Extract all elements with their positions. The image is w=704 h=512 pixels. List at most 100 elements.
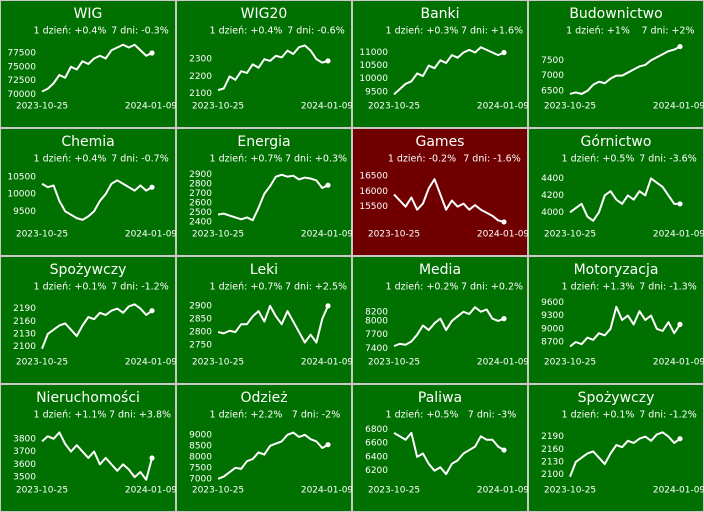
y-tick-label: 4400 — [541, 174, 564, 184]
day-change: 1 dzień: +2.2% — [210, 410, 283, 421]
chart-title: Banki — [420, 6, 459, 22]
chart-tile: WIG20 1 dzień: +0.4% 7 dni: -0.6% 2100 2200 2… — [176, 0, 353, 128]
price-line — [393, 178, 505, 223]
x-tick-label: 2023-10-25 — [544, 230, 596, 240]
price-line — [569, 431, 681, 478]
day-change: 1 dzień: +0.7% — [210, 154, 283, 165]
chart-tile: Spożywczy 1 dzień: +0.1% 7 dni: -1.2% 2100 2… — [528, 384, 704, 512]
last-point — [677, 43, 683, 50]
x-tick-label: 2023-10-25 — [368, 358, 420, 368]
y-tick-label: 10000 — [7, 190, 36, 200]
y-tick-label: 7700 — [365, 330, 388, 340]
y-tick-label: 9300 — [541, 311, 564, 321]
x-tick-label: 2024-01-09 — [653, 486, 704, 496]
day-change: 1 dzień: +0.7% — [210, 282, 283, 293]
x-tick-label: 2024-01-09 — [125, 486, 178, 496]
day-change: 1 dzień: +1.1% — [34, 410, 107, 421]
y-tick-label: 6200 — [365, 466, 388, 476]
y-tick-label: 2850 — [189, 314, 212, 324]
week-change: 7 dni: +3.8% — [109, 410, 171, 421]
price-line — [217, 173, 329, 222]
x-tick-label: 2024-01-09 — [125, 102, 178, 112]
chart-tile: Banki 1 dzień: +0.3% 7 dni: +1.6% 9500 10000… — [352, 0, 530, 128]
chart-title: Górnictwo — [581, 134, 652, 150]
week-change: 7 dni: -1.3% — [639, 282, 697, 293]
y-tick-label: 70000 — [7, 90, 36, 100]
y-tick-label: 2300 — [189, 55, 212, 65]
y-tick-label: 2400 — [189, 218, 212, 228]
y-tick-label: 9600 — [541, 298, 564, 308]
chart-title: Spożywczy — [578, 390, 655, 406]
x-tick-label: 2024-01-09 — [301, 230, 354, 240]
week-change: 7 dni: +2% — [641, 26, 694, 37]
y-tick-label: 11000 — [359, 48, 388, 58]
chart-tile: Odzież 1 dzień: +2.2% 7 dni: -2% 7000750080… — [176, 384, 354, 512]
y-tick-label: 75000 — [7, 62, 36, 72]
day-change: 1 dzień: +0.3% — [386, 26, 459, 37]
last-point — [677, 321, 683, 327]
price-line — [217, 304, 329, 344]
day-change: 1 dzień: +0.4% — [34, 26, 107, 37]
week-change: 7 dni: +2.5% — [285, 282, 347, 293]
week-change: 7 dni: -0.7% — [111, 154, 169, 165]
chart-title: Energia — [237, 134, 290, 150]
y-tick-label: 2100 — [189, 89, 212, 99]
last-point — [501, 49, 507, 56]
day-change: 1 dzień: +0.1% — [562, 410, 635, 421]
x-tick-label: 2023-10-25 — [368, 486, 420, 496]
y-tick-label: 3700 — [13, 447, 36, 457]
y-tick-label: 8500 — [189, 441, 212, 451]
day-change: 1 dzień: +0.4% — [34, 154, 107, 165]
tile-background — [176, 0, 352, 128]
y-tick-label: 2600 — [189, 199, 212, 209]
chart-tile: Nieruchomości 1 dzień: +1.1% 7 dni: +3.8% 3… — [0, 384, 178, 512]
y-tick-label: 2100 — [13, 342, 36, 352]
chart-title: Budownictwo — [569, 6, 662, 22]
x-tick-label: 2024-01-09 — [653, 102, 704, 112]
day-change: 1 dzień: -0.2% — [388, 154, 456, 165]
x-tick-label: 2023-10-25 — [192, 486, 244, 496]
y-tick-label: 9500 — [365, 87, 388, 97]
x-tick-label: 2023-10-25 — [16, 102, 68, 112]
week-change: 7 dni: -1.6% — [463, 154, 521, 165]
y-tick-label: 2800 — [189, 180, 212, 190]
day-change: 1 dzień: +0.5% — [562, 154, 635, 165]
y-tick-label: 8200 — [365, 307, 388, 317]
week-change: 7 dni: +0.2% — [461, 282, 523, 293]
y-tick-label: 10000 — [359, 74, 388, 84]
day-change: 1 dzień: +1% — [566, 26, 630, 37]
x-tick-label: 2024-01-09 — [653, 230, 704, 240]
x-tick-label: 2023-10-25 — [192, 230, 244, 240]
chart-title: Paliwa — [418, 390, 462, 406]
day-change: 1 dzień: +0.5% — [386, 410, 459, 421]
last-point — [501, 447, 507, 453]
y-tick-label: 72500 — [7, 76, 36, 86]
x-tick-label: 2023-10-25 — [192, 102, 244, 112]
chart-tile: WIG 1 dzień: +0.4% 7 dni: -0.3% 70000 72500 7… — [0, 0, 178, 128]
y-tick-label: 2130 — [541, 457, 564, 467]
week-change: 7 dni: -2% — [292, 410, 340, 421]
y-tick-label: 2190 — [13, 304, 36, 314]
x-tick-label: 2024-01-09 — [477, 102, 530, 112]
x-tick-label: 2024-01-09 — [301, 358, 354, 368]
last-point — [325, 442, 331, 448]
chart-tile: Games 1 dzień: -0.2% 7 dni: -1.6% 15500 1600… — [352, 128, 530, 256]
chart-tile: Media 1 dzień: +0.2% 7 dni: +0.2% 7400 7700 8… — [352, 256, 529, 384]
x-tick-label: 2024-01-09 — [301, 486, 354, 496]
x-tick-label: 2023-10-25 — [16, 486, 68, 496]
y-tick-label: 10500 — [359, 61, 388, 71]
x-tick-label: 2024-01-09 — [477, 230, 530, 240]
x-tick-label: 2023-10-25 — [16, 230, 68, 240]
y-tick-label: 4200 — [541, 191, 564, 201]
y-tick-label: 2900 — [189, 170, 212, 180]
tile-background — [0, 256, 176, 384]
price-line — [41, 43, 153, 93]
price-line — [41, 179, 153, 221]
y-tick-label: 7500 — [189, 463, 212, 473]
tile-background — [352, 384, 528, 512]
x-tick-label: 2023-10-25 — [544, 486, 596, 496]
price-line — [569, 45, 681, 95]
y-tick-label: 9000 — [189, 430, 212, 440]
y-tick-label: 8700 — [541, 338, 564, 348]
y-tick-label: 77500 — [7, 49, 36, 59]
